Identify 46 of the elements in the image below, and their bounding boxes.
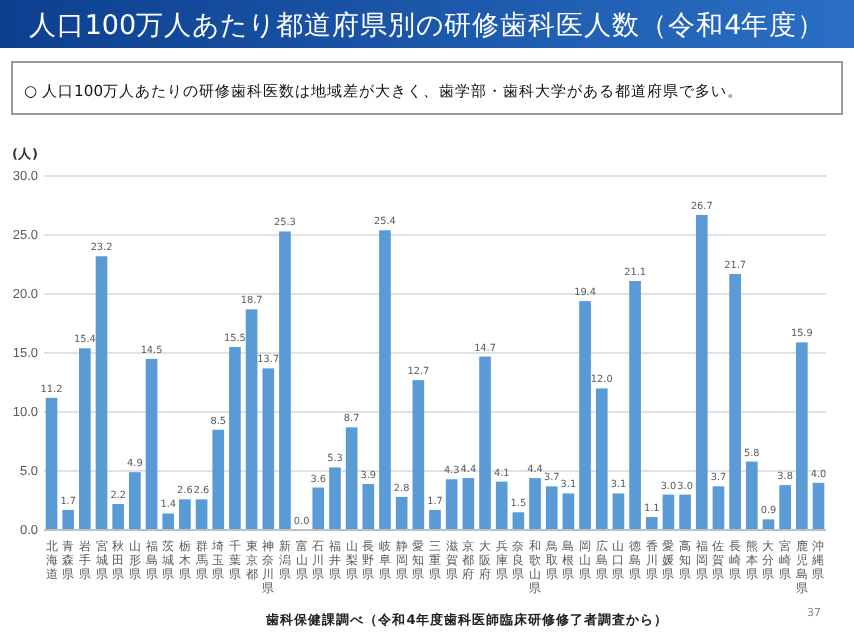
- bar: [812, 482, 825, 530]
- bar: [62, 509, 75, 530]
- bar: [195, 499, 208, 530]
- bar: [729, 273, 741, 530]
- bar: [162, 513, 175, 530]
- bar: [129, 472, 141, 530]
- bar: [179, 499, 191, 530]
- bar: [462, 478, 475, 530]
- bar: [229, 347, 241, 530]
- bar: [445, 479, 458, 530]
- bar: [579, 301, 591, 530]
- bar: [495, 481, 508, 530]
- bar: [279, 231, 291, 530]
- bar: [45, 397, 58, 530]
- bar: [595, 388, 608, 530]
- chart-title: 人口100万人あたり都道府県別の研修歯科医人数（令和4年度）: [28, 10, 826, 42]
- bar: [629, 281, 641, 530]
- bar: [745, 461, 758, 530]
- bar: [212, 429, 225, 530]
- bar: [395, 496, 408, 530]
- bar: [312, 487, 325, 530]
- bar: [545, 486, 558, 530]
- bar: [712, 486, 725, 530]
- bar: [412, 380, 425, 530]
- bar: [679, 494, 691, 530]
- bar: [345, 427, 358, 530]
- bar: [362, 483, 375, 530]
- bar: [562, 493, 575, 530]
- bar: [329, 467, 341, 530]
- bar: [512, 512, 525, 530]
- bar: [529, 478, 541, 530]
- bar: [795, 342, 808, 530]
- bar: [479, 356, 491, 530]
- bar: [662, 494, 675, 530]
- bar: [779, 485, 791, 530]
- bar: [145, 358, 158, 530]
- bar: [429, 509, 441, 530]
- bar: [379, 230, 391, 530]
- bar: [79, 348, 91, 530]
- bar: [95, 256, 108, 530]
- bar: [262, 368, 275, 530]
- bar: [645, 517, 658, 530]
- bar: [612, 493, 625, 530]
- bar: [695, 214, 708, 530]
- bar: [245, 309, 258, 530]
- bar: [112, 504, 125, 530]
